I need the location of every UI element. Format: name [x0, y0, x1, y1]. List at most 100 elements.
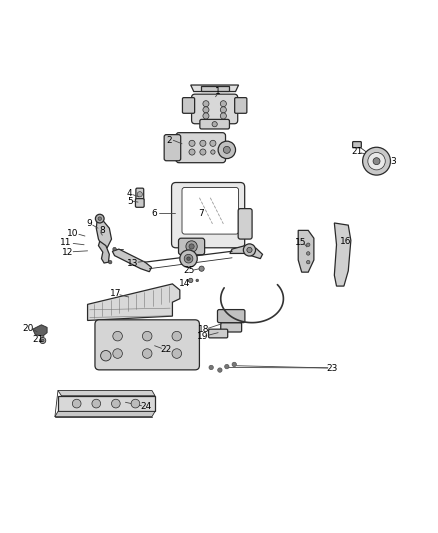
FancyBboxPatch shape: [235, 98, 247, 114]
FancyBboxPatch shape: [164, 135, 181, 161]
Text: 12: 12: [62, 248, 73, 257]
FancyBboxPatch shape: [135, 199, 144, 207]
Polygon shape: [230, 246, 262, 259]
Circle shape: [220, 113, 226, 119]
Polygon shape: [99, 241, 110, 263]
Text: 20: 20: [23, 324, 34, 333]
Circle shape: [113, 332, 122, 341]
Circle shape: [307, 261, 310, 264]
Text: 18: 18: [198, 325, 209, 334]
Circle shape: [307, 243, 310, 246]
Polygon shape: [33, 325, 47, 336]
Text: 8: 8: [99, 227, 105, 235]
FancyBboxPatch shape: [200, 119, 230, 129]
Text: 21: 21: [352, 147, 363, 156]
Circle shape: [225, 365, 229, 369]
Circle shape: [95, 214, 104, 223]
FancyBboxPatch shape: [238, 208, 252, 239]
Circle shape: [203, 101, 209, 107]
FancyBboxPatch shape: [183, 98, 194, 114]
Circle shape: [109, 261, 112, 264]
Circle shape: [210, 140, 216, 147]
Circle shape: [189, 140, 195, 147]
FancyBboxPatch shape: [208, 329, 228, 338]
Circle shape: [218, 141, 236, 158]
Circle shape: [203, 107, 209, 113]
Circle shape: [72, 399, 81, 408]
Circle shape: [203, 113, 209, 119]
Circle shape: [186, 241, 197, 252]
Circle shape: [92, 399, 101, 408]
Bar: [201, 86, 229, 91]
Circle shape: [131, 399, 140, 408]
Circle shape: [211, 150, 215, 154]
Polygon shape: [88, 284, 180, 320]
Polygon shape: [58, 396, 155, 411]
Polygon shape: [113, 249, 152, 272]
Text: 11: 11: [60, 238, 71, 247]
Circle shape: [112, 399, 120, 408]
Text: 1: 1: [215, 87, 221, 96]
Circle shape: [244, 244, 255, 256]
Circle shape: [363, 147, 391, 175]
Circle shape: [101, 351, 111, 361]
Circle shape: [113, 349, 122, 358]
Text: 13: 13: [127, 259, 138, 268]
FancyBboxPatch shape: [176, 133, 226, 163]
Text: 6: 6: [152, 209, 158, 218]
Circle shape: [172, 349, 182, 358]
Circle shape: [180, 250, 197, 268]
Circle shape: [199, 266, 204, 271]
Circle shape: [187, 257, 190, 261]
Circle shape: [209, 365, 213, 370]
Text: 3: 3: [390, 157, 396, 166]
FancyBboxPatch shape: [353, 142, 361, 148]
Circle shape: [220, 107, 226, 113]
Circle shape: [113, 247, 116, 251]
Circle shape: [373, 158, 380, 165]
Text: 5: 5: [127, 197, 133, 206]
FancyBboxPatch shape: [136, 188, 144, 200]
Polygon shape: [58, 391, 155, 396]
FancyBboxPatch shape: [95, 320, 199, 370]
Circle shape: [307, 252, 310, 255]
Text: 7: 7: [198, 209, 204, 218]
Circle shape: [232, 362, 237, 367]
Circle shape: [247, 247, 252, 253]
Text: 23: 23: [326, 364, 338, 373]
Polygon shape: [298, 230, 314, 272]
Circle shape: [223, 147, 230, 154]
FancyBboxPatch shape: [221, 323, 242, 332]
Circle shape: [142, 332, 152, 341]
Text: 9: 9: [86, 220, 92, 228]
Text: 16: 16: [340, 237, 352, 246]
Circle shape: [218, 368, 222, 372]
Polygon shape: [191, 85, 239, 92]
Polygon shape: [96, 220, 112, 248]
FancyBboxPatch shape: [179, 238, 205, 255]
Circle shape: [188, 278, 193, 282]
Text: 25: 25: [184, 266, 195, 276]
Circle shape: [42, 339, 44, 342]
Polygon shape: [55, 411, 155, 417]
Text: 14: 14: [179, 279, 190, 287]
Text: 24: 24: [140, 402, 152, 411]
Circle shape: [200, 149, 206, 155]
Text: 22: 22: [160, 345, 172, 354]
Text: 17: 17: [110, 289, 121, 298]
Text: 2: 2: [166, 136, 172, 145]
Circle shape: [189, 244, 194, 249]
Circle shape: [184, 254, 193, 263]
Text: 21: 21: [33, 335, 44, 344]
FancyBboxPatch shape: [191, 94, 238, 124]
Text: 15: 15: [295, 238, 307, 247]
Polygon shape: [334, 223, 351, 286]
Circle shape: [40, 337, 46, 344]
Circle shape: [368, 152, 385, 170]
Circle shape: [212, 122, 217, 127]
Circle shape: [142, 349, 152, 358]
Text: 10: 10: [67, 229, 78, 238]
Circle shape: [189, 149, 195, 155]
Circle shape: [200, 140, 206, 147]
Text: 19: 19: [197, 332, 208, 341]
